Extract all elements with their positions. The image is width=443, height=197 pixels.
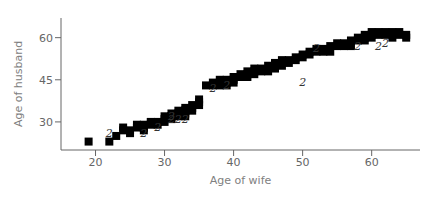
svg-text:2: 2 (222, 79, 230, 92)
svg-text:60: 60 (39, 32, 53, 45)
svg-text:2: 2 (181, 113, 189, 126)
svg-text:40: 40 (227, 156, 241, 169)
svg-text:Age of wife: Age of wife (210, 174, 272, 187)
svg-text:2: 2 (374, 40, 382, 53)
svg-text:50: 50 (296, 156, 310, 169)
svg-text:20: 20 (89, 156, 103, 169)
svg-text:2: 2 (298, 76, 306, 89)
svg-text:30: 30 (158, 156, 172, 169)
svg-text:Age of husband: Age of husband (12, 41, 25, 127)
svg-text:2: 2 (381, 37, 389, 50)
svg-text:2: 2 (105, 127, 113, 140)
svg-text:2: 2 (167, 110, 175, 123)
svg-text:45: 45 (39, 74, 53, 87)
svg-text:2: 2 (139, 127, 147, 140)
svg-text:60: 60 (365, 156, 379, 169)
svg-text:2: 2 (174, 113, 182, 126)
svg-text:2: 2 (312, 42, 320, 55)
svg-text:2: 2 (353, 40, 361, 53)
svg-text:2: 2 (208, 82, 216, 95)
svg-text:2: 2 (153, 121, 161, 134)
svg-text:30: 30 (39, 116, 53, 129)
